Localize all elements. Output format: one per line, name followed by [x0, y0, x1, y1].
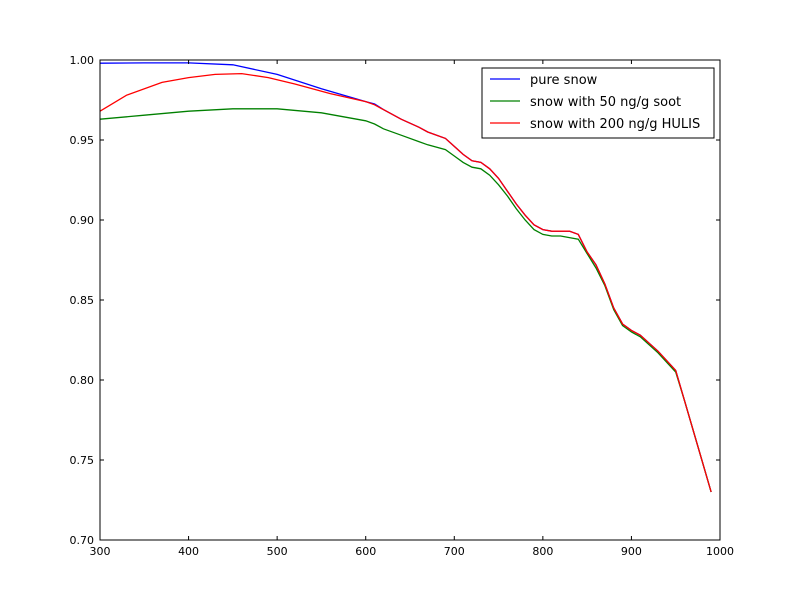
legend-label: snow with 200 ng/g HULIS	[530, 117, 700, 132]
y-tick-label: 1.00	[70, 54, 95, 67]
y-tick-label: 0.75	[70, 454, 95, 467]
x-tick-label: 400	[178, 545, 199, 558]
legend-label: snow with 50 ng/g soot	[530, 95, 681, 110]
axis-ticks: 300 400 500 600 700 800 900 1000 0.70 0.75 0.80 0.8…	[70, 54, 735, 558]
y-tick-label: 0.95	[70, 134, 95, 147]
y-tick-label: 0.70	[70, 534, 95, 547]
x-tick-label: 300	[90, 545, 111, 558]
y-tick-label: 0.85	[70, 294, 95, 307]
plot-lines	[99, 62, 712, 493]
legend: pure snow snow with 50 ng/g soot snow with…	[481, 67, 715, 139]
x-tick-label: 500	[267, 545, 288, 558]
x-tick-label: 800	[532, 545, 553, 558]
legend-label: pure snow	[530, 73, 598, 88]
y-tick-label: 0.90	[70, 214, 95, 227]
legend-box	[481, 67, 715, 139]
x-tick-label: 600	[355, 545, 376, 558]
series-line-2	[99, 108, 712, 493]
x-tick-label: 900	[621, 545, 642, 558]
y-tick-label: 0.80	[70, 374, 95, 387]
x-tick-label: 1000	[706, 545, 734, 558]
series-line-3	[99, 72, 712, 493]
x-tick-label: 700	[444, 545, 465, 558]
